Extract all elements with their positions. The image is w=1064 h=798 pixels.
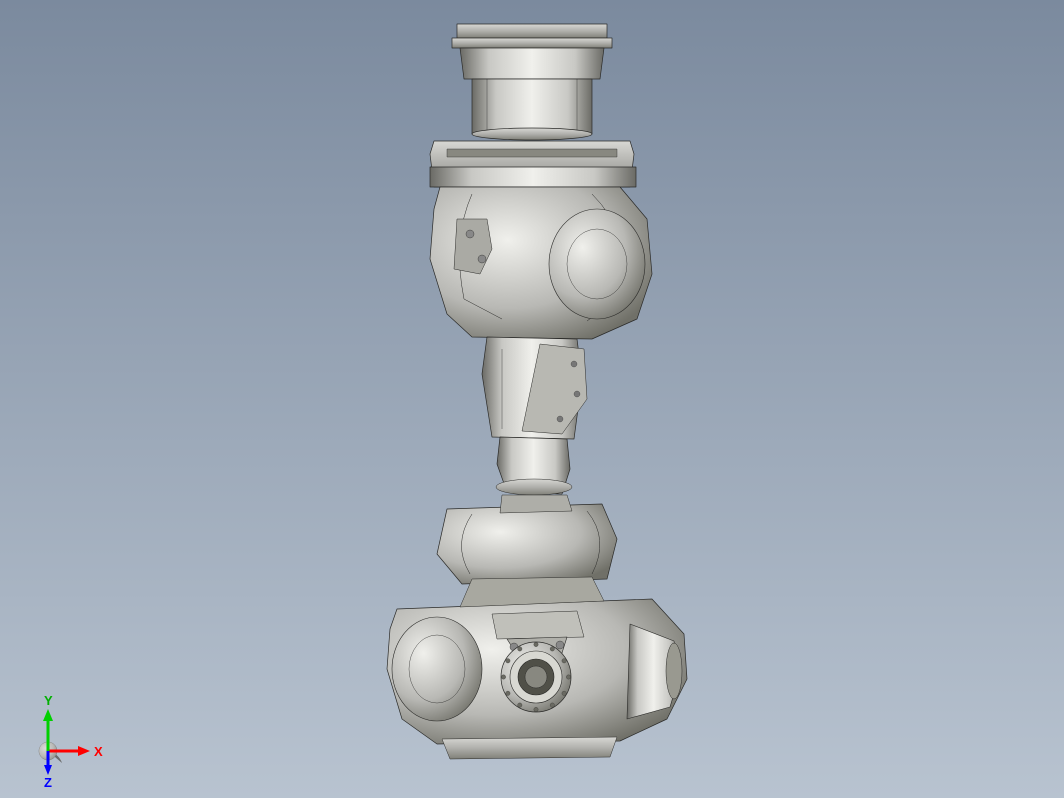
wrist-flange-ring — [501, 642, 571, 712]
base-flange-taper — [460, 48, 604, 79]
base-neck — [472, 79, 592, 134]
axis-triad[interactable]: X Y Z — [20, 693, 110, 783]
model-svg — [352, 19, 712, 779]
wrist-left-bulge — [392, 617, 482, 721]
axis-y-label: Y — [44, 693, 53, 708]
forearm-housing — [437, 504, 617, 584]
shoulder-motor-bulge — [549, 209, 645, 319]
shoulder-plate-lower — [430, 167, 636, 187]
base-flange-top — [457, 24, 607, 38]
axis-y: Y — [43, 693, 53, 751]
wrist-lower-lip — [442, 737, 617, 759]
axis-x-label: X — [94, 744, 103, 759]
base-neck-lip — [472, 128, 592, 140]
base-flange-lip — [452, 38, 612, 48]
cad-viewport[interactable]: X Y Z — [0, 0, 1064, 798]
axis-z-label: Z — [44, 775, 52, 790]
model-3d[interactable] — [352, 19, 712, 779]
